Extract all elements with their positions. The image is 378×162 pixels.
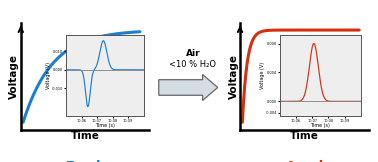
Text: Fresh: Fresh — [65, 160, 105, 162]
FancyArrow shape — [159, 75, 218, 100]
Y-axis label: Voltage: Voltage — [9, 54, 19, 99]
Text: Aged: Aged — [285, 160, 324, 162]
Text: <10 % H₂O: <10 % H₂O — [169, 60, 216, 69]
Y-axis label: Voltage: Voltage — [229, 54, 239, 99]
X-axis label: Time (s): Time (s) — [310, 123, 330, 128]
X-axis label: Time (s): Time (s) — [95, 123, 115, 128]
Text: Air: Air — [186, 49, 200, 58]
X-axis label: Time: Time — [71, 131, 99, 141]
Y-axis label: Voltage (V): Voltage (V) — [260, 62, 265, 89]
X-axis label: Time: Time — [290, 131, 319, 141]
Y-axis label: Voltage (V): Voltage (V) — [46, 62, 51, 89]
